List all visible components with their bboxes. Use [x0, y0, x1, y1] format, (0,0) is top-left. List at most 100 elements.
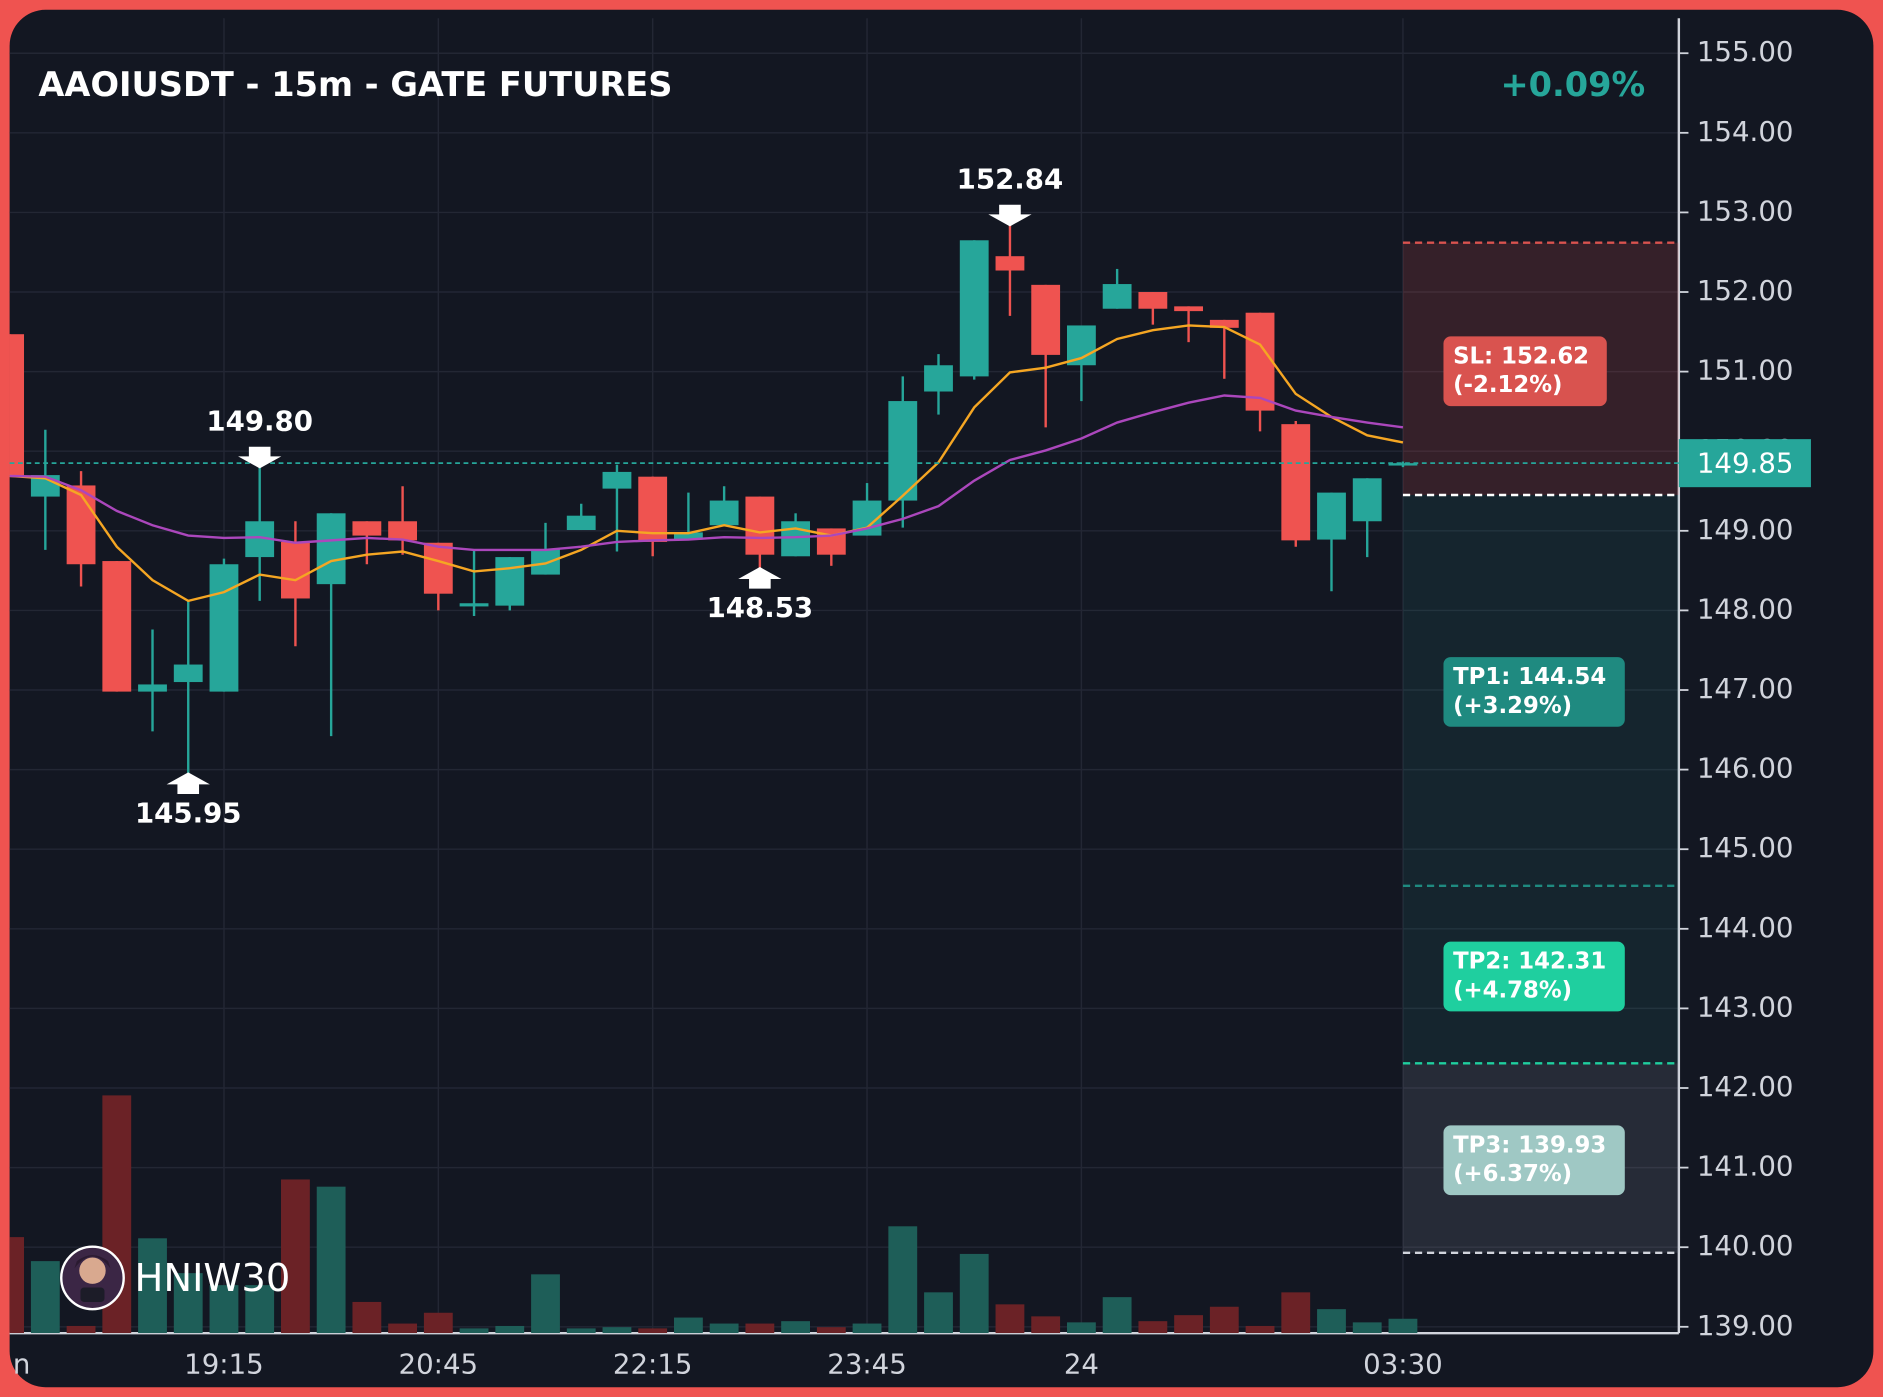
volume-bar [1031, 1316, 1061, 1334]
x-tick-label: 03:30 [1363, 1348, 1443, 1381]
last-price-box [1678, 439, 1811, 488]
y-tick-label: 153.00 [1697, 194, 1794, 227]
x-tick-label: 22:15 [613, 1348, 693, 1381]
moving-averages [9, 324, 1404, 603]
moving-average [9, 394, 1404, 552]
avatar [60, 1245, 125, 1311]
volume-bar [959, 1253, 989, 1334]
x-tick-label: 23:45 [827, 1348, 907, 1381]
candle-body [888, 401, 918, 501]
y-tick-label: 139.00 [1697, 1309, 1794, 1342]
volume [9, 1095, 1418, 1334]
annotation-arrow [738, 567, 782, 589]
position-label-box [1443, 941, 1625, 1012]
volume-bar [1066, 1322, 1096, 1334]
volume-bar [888, 1226, 918, 1334]
y-tick-label: 143.00 [1697, 990, 1794, 1023]
volume-bar [1352, 1322, 1382, 1334]
position-label-box [1443, 657, 1625, 727]
chart-title: AAOIUSDT - 15m - GATE FUTURES [38, 65, 672, 104]
volume-bar [709, 1323, 739, 1334]
candle-body [924, 365, 953, 392]
annotation-label: 145.95 [135, 796, 242, 829]
position-label: TP1: 144.54 [1453, 664, 1606, 690]
volume-bar [924, 1292, 953, 1334]
position-label: SL: 152.62 [1453, 343, 1589, 369]
candle-body [9, 334, 25, 476]
candle-body [459, 603, 489, 607]
candle-body [781, 521, 811, 557]
candle-body [745, 496, 775, 555]
x-tick-label: 19:15 [184, 1348, 264, 1381]
candle-body [1352, 478, 1382, 522]
y-tick-label: 145.00 [1697, 831, 1794, 864]
grid: 139.00 140.00 141.00 142.00 143.00 144.00 145.… [9, 18, 1794, 1381]
y-tick-label: 140.00 [1697, 1229, 1794, 1262]
volume-bar [531, 1274, 560, 1334]
y-tick-label: 149.00 [1697, 513, 1794, 546]
y-tick-label: 152.00 [1697, 274, 1794, 307]
volume-bar [316, 1186, 346, 1334]
candle-body [1031, 284, 1061, 355]
moving-average [9, 324, 1404, 603]
candle-body [674, 532, 703, 540]
candle-body [495, 557, 525, 606]
volume-bar [781, 1321, 811, 1334]
annotation-label: 152.84 [957, 163, 1064, 196]
candle-body [638, 476, 668, 542]
position-pct: (+6.37%) [1453, 1161, 1572, 1187]
y-tick-label: 142.00 [1697, 1070, 1794, 1103]
volume-bar [1388, 1318, 1418, 1334]
volume-bar [995, 1304, 1025, 1334]
candle-body [138, 684, 167, 692]
x-tick-label: n [13, 1348, 31, 1381]
volume-bar [459, 1328, 489, 1334]
watermark: HNIW30 [135, 1256, 291, 1301]
volume-bar [816, 1327, 846, 1334]
volume-bar [1245, 1325, 1275, 1334]
volume-bar [1281, 1292, 1311, 1334]
volume-bar [66, 1325, 96, 1334]
y-tick-label: 141.00 [1697, 1150, 1794, 1183]
y-tick-label: 147.00 [1697, 672, 1794, 705]
candle-body [1281, 424, 1311, 541]
y-tick-label: 148.00 [1697, 592, 1794, 625]
volume-bar [173, 1273, 203, 1334]
candle-body [102, 561, 132, 692]
change: +0.09% [1500, 65, 1645, 104]
avatar-hair [74, 1255, 111, 1269]
avatar-face [79, 1257, 106, 1284]
panel [9, 9, 1874, 1388]
volume-bar [423, 1312, 453, 1334]
candle-body [1174, 306, 1203, 312]
position-label-box [1443, 1125, 1625, 1196]
candle-body [66, 485, 96, 565]
y-tick-label: 155.00 [1697, 35, 1794, 68]
volume-bar [209, 1285, 239, 1334]
candle-body [1102, 284, 1132, 309]
annotation-label: 149.80 [206, 405, 313, 438]
candle-body [316, 513, 346, 585]
annotation-label: 148.53 [707, 591, 814, 624]
y-tick-label: 144.00 [1697, 911, 1794, 944]
avatar-body [80, 1287, 105, 1302]
overlay: 149.85 SL: 152.62 (-2.12%) TP1: 144.54 (+3.2… [9, 163, 1811, 1196]
volume-bar [1174, 1315, 1203, 1334]
volume-bar [281, 1179, 310, 1334]
position-pct: (-2.12%) [1453, 372, 1562, 398]
candle-body [1138, 292, 1168, 309]
position-pct: (+4.78%) [1453, 977, 1572, 1003]
candle-body [1245, 312, 1275, 411]
candle-body [1209, 319, 1239, 328]
annotation-arrow [988, 204, 1032, 227]
candle-body [959, 240, 989, 377]
candle-body [995, 256, 1025, 271]
volume-bar [602, 1327, 632, 1334]
position-label: TP3: 139.93 [1453, 1132, 1606, 1158]
candle-body [709, 500, 739, 526]
y-tick-label: 151.00 [1697, 354, 1794, 387]
x-tick-label: 24 [1064, 1348, 1099, 1381]
volume-bar [245, 1285, 275, 1334]
volume-bar [495, 1325, 525, 1334]
candle-body [531, 549, 560, 575]
